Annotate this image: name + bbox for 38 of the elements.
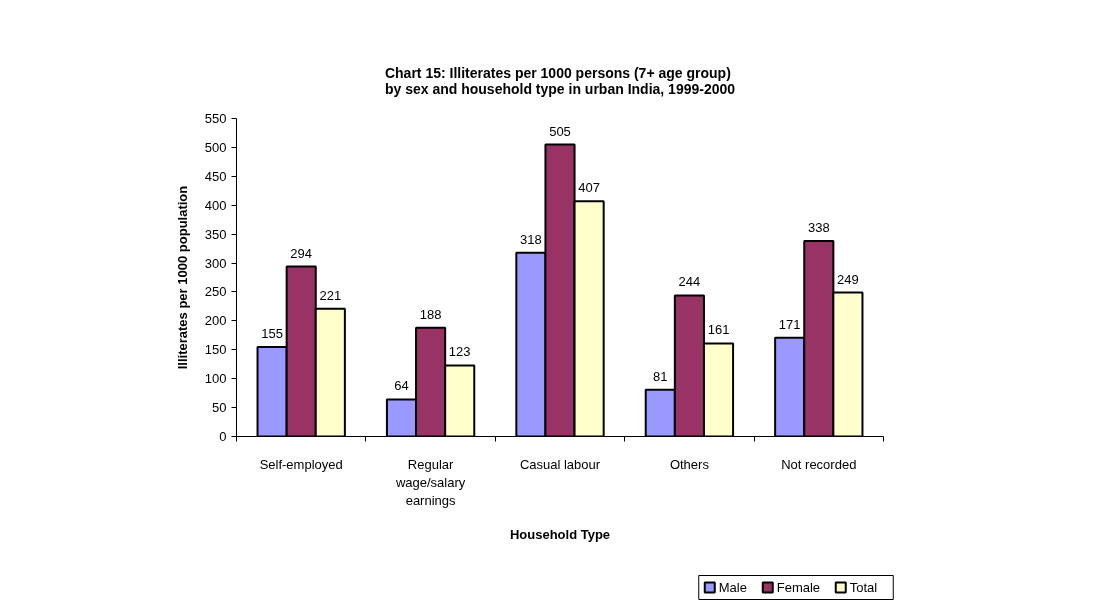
data-label: 294: [290, 245, 313, 261]
x-tick-label: Self-employed: [259, 456, 343, 472]
legend-label: Total: [849, 580, 878, 595]
data-label: 338: [807, 220, 830, 236]
y-tick-label: 0: [219, 429, 227, 444]
y-tick-label: 250: [204, 284, 227, 300]
x-tick-label: Not recorded: [781, 456, 857, 472]
data-label: 155: [261, 325, 283, 341]
x-tick-label: Casual labour: [519, 456, 601, 472]
data-label: 318: [520, 231, 542, 247]
data-label: 407: [578, 180, 600, 196]
y-tick-label: 400: [204, 197, 227, 213]
y-tick-label: 300: [204, 255, 227, 271]
data-label: 249: [837, 271, 859, 287]
y-tick-label: 50: [212, 400, 227, 416]
y-tick-label: 200: [204, 313, 227, 329]
data-label: 505: [549, 123, 571, 139]
data-label: 171: [778, 316, 801, 332]
data-label: 64: [394, 378, 409, 394]
y-tick-label: 500: [204, 139, 227, 155]
data-label: 81: [653, 368, 668, 384]
y-tick-label: 450: [204, 168, 227, 184]
x-axis-title: Household Type: [509, 526, 611, 542]
y-tick-label: 100: [204, 371, 227, 387]
y-tick-label: 150: [204, 342, 227, 358]
data-label: 123: [448, 344, 471, 360]
x-tick-label: Others: [669, 456, 710, 472]
data-label: 244: [678, 274, 701, 290]
y-tick-label: 550: [204, 111, 227, 126]
y-axis-title: Illiterates per 1000 population: [174, 185, 190, 370]
chart-title: Chart 15: Illiterates per 1000 persons (7+ age group) by sex and household type in urban India, 1999-2000: [384, 64, 736, 97]
data-label: 221: [319, 287, 342, 303]
data-label: 161: [707, 322, 730, 338]
y-tick-label: 350: [204, 226, 227, 242]
legend-label: Male: [718, 580, 747, 595]
legend-label: Female: [776, 580, 821, 595]
data-label: 188: [419, 306, 442, 322]
x-tick-label: Regular wage/salary earnings: [394, 456, 466, 508]
